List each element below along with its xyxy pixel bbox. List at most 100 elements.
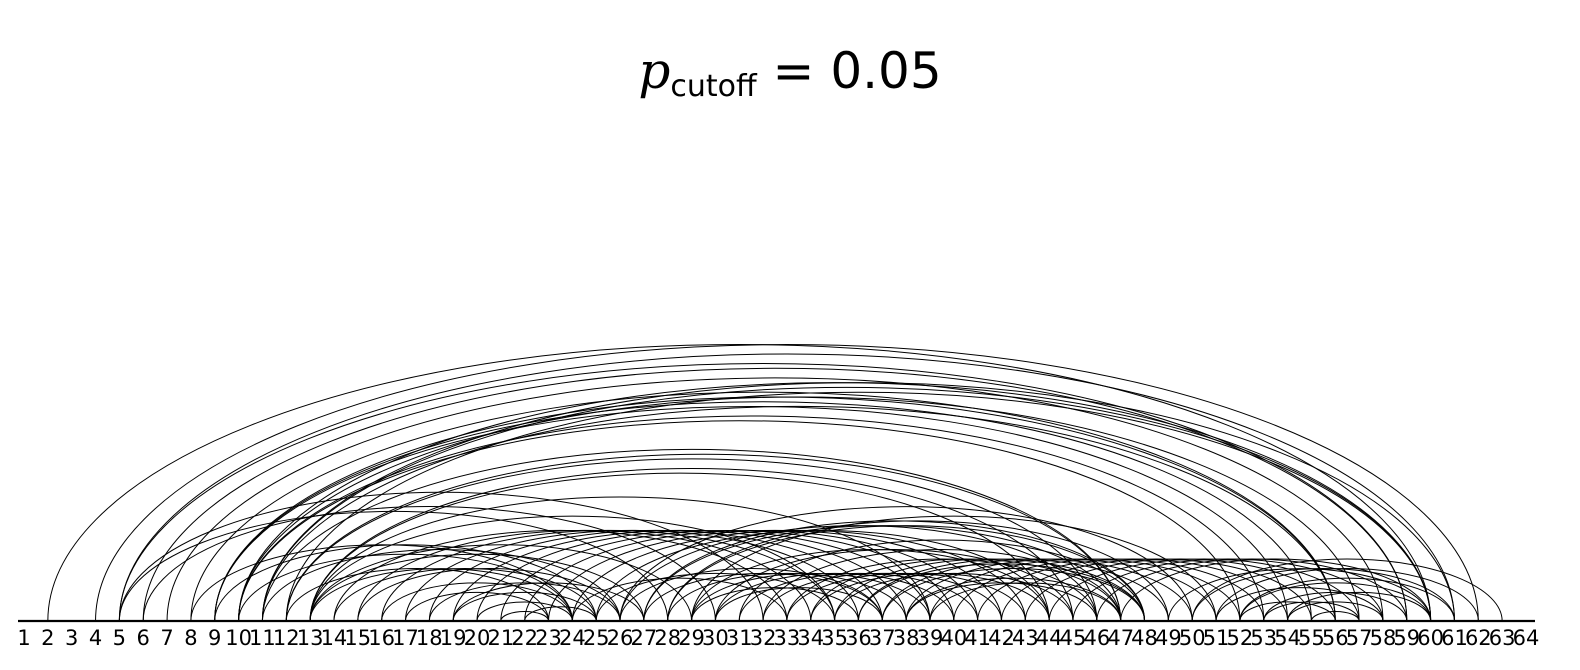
arc-edge — [834, 558, 1146, 622]
arc-edge — [500, 529, 955, 622]
node-label: 40 — [940, 626, 967, 650]
arc-edge — [667, 572, 907, 622]
arc-edge — [214, 405, 1289, 622]
arc-edge — [905, 577, 1122, 622]
arc-edge — [309, 467, 1074, 622]
arc-edge — [214, 544, 597, 622]
node-label: 29 — [678, 626, 705, 650]
node-label: 45 — [1060, 626, 1087, 650]
node-label: 63 — [1489, 626, 1516, 650]
node-label: 22 — [511, 626, 538, 650]
node-label: 3 — [65, 626, 78, 650]
arc-edge — [166, 377, 1384, 622]
node-label: 13 — [297, 626, 324, 650]
node-label: 41 — [964, 626, 991, 650]
arc-edge — [738, 572, 979, 622]
arc-edge — [118, 353, 1455, 622]
arc-edge — [1263, 601, 1360, 622]
arc-edge — [1215, 587, 1384, 622]
node-label: 49 — [1155, 626, 1182, 650]
node-label: 62 — [1465, 626, 1492, 650]
node-label: 28 — [654, 626, 681, 650]
node-label: 54 — [1274, 626, 1301, 650]
arc-edge — [95, 343, 1479, 622]
arc-edge — [619, 568, 883, 622]
arc-edge — [810, 558, 1122, 622]
arc-edge — [1000, 558, 1312, 622]
node-label: 47 — [1107, 626, 1134, 650]
node-label: 19 — [440, 626, 467, 650]
arc-edge — [261, 382, 1455, 622]
arc-edge — [261, 406, 1336, 622]
node-label: 25 — [583, 626, 610, 650]
node-label: 18 — [416, 626, 443, 650]
arc-edge — [309, 515, 836, 622]
node-label: 32 — [750, 626, 777, 650]
arc-edge — [476, 601, 573, 622]
node-label: 61 — [1441, 626, 1468, 650]
node-label: 17 — [392, 626, 419, 650]
arc-edge — [238, 553, 573, 622]
arc-edge — [404, 591, 550, 622]
node-label: 2 — [41, 626, 54, 650]
arc-edge — [1191, 558, 1503, 622]
arcs-group — [47, 343, 1503, 622]
node-label: 27 — [631, 626, 658, 650]
arc-edge — [1191, 568, 1455, 622]
node-label: 7 — [160, 626, 173, 650]
node-label: 37 — [869, 626, 896, 650]
node-label: 58 — [1370, 626, 1397, 650]
arc-edge — [953, 558, 1265, 622]
arc-edge — [285, 568, 550, 622]
node-label: 50 — [1179, 626, 1206, 650]
node-label: 43 — [1012, 626, 1039, 650]
arc-edge — [309, 544, 693, 622]
arc-edge — [524, 529, 979, 622]
arc-edge — [309, 568, 573, 622]
arc-edge — [118, 511, 669, 622]
arc-edge — [1215, 568, 1479, 622]
node-label: 52 — [1227, 626, 1254, 650]
node-label: 11 — [249, 626, 276, 650]
node-label: 30 — [702, 626, 729, 650]
arc-edge — [1310, 611, 1360, 622]
arc-edge — [1167, 568, 1432, 622]
node-label: 44 — [1036, 626, 1063, 650]
arc-edge — [500, 610, 550, 622]
node-label: 24 — [559, 626, 586, 650]
node-label: 42 — [988, 626, 1015, 650]
arc-edge — [524, 606, 597, 622]
arc-edge — [1048, 558, 1360, 622]
node-labels-group: 1 2 3 4 5 6 7 8 9 1011121314151617181920212223242… — [17, 626, 1539, 650]
arc-edge — [786, 573, 1026, 622]
node-label: 9 — [208, 626, 221, 650]
arc-edge — [381, 582, 573, 622]
arc-edge — [357, 568, 621, 622]
arc-edge — [309, 473, 1050, 622]
node-label: 8 — [184, 626, 197, 650]
arc-edge — [238, 396, 1360, 622]
arc-edge — [1287, 601, 1384, 622]
node-label: 14 — [321, 626, 348, 650]
arc-edge — [595, 572, 836, 622]
arc-edge — [571, 577, 788, 622]
arc-edge — [691, 587, 859, 622]
arc-edge — [977, 558, 1289, 622]
node-label: 53 — [1250, 626, 1277, 650]
arc-edge — [452, 582, 645, 622]
node-label: 31 — [726, 626, 753, 650]
node-label: 26 — [607, 626, 634, 650]
arc-edge — [190, 391, 1336, 622]
arc-edge — [714, 587, 883, 622]
arc-edge — [643, 572, 883, 622]
arc-edge — [1239, 577, 1455, 622]
node-label: 35 — [821, 626, 848, 650]
arc-edge — [333, 568, 597, 622]
arc-edge — [1024, 558, 1336, 622]
title-symbol: p — [638, 42, 670, 100]
arc-edge — [1239, 582, 1432, 622]
node-label: 36 — [845, 626, 872, 650]
node-label: 15 — [344, 626, 371, 650]
arc-edge — [857, 558, 1169, 622]
